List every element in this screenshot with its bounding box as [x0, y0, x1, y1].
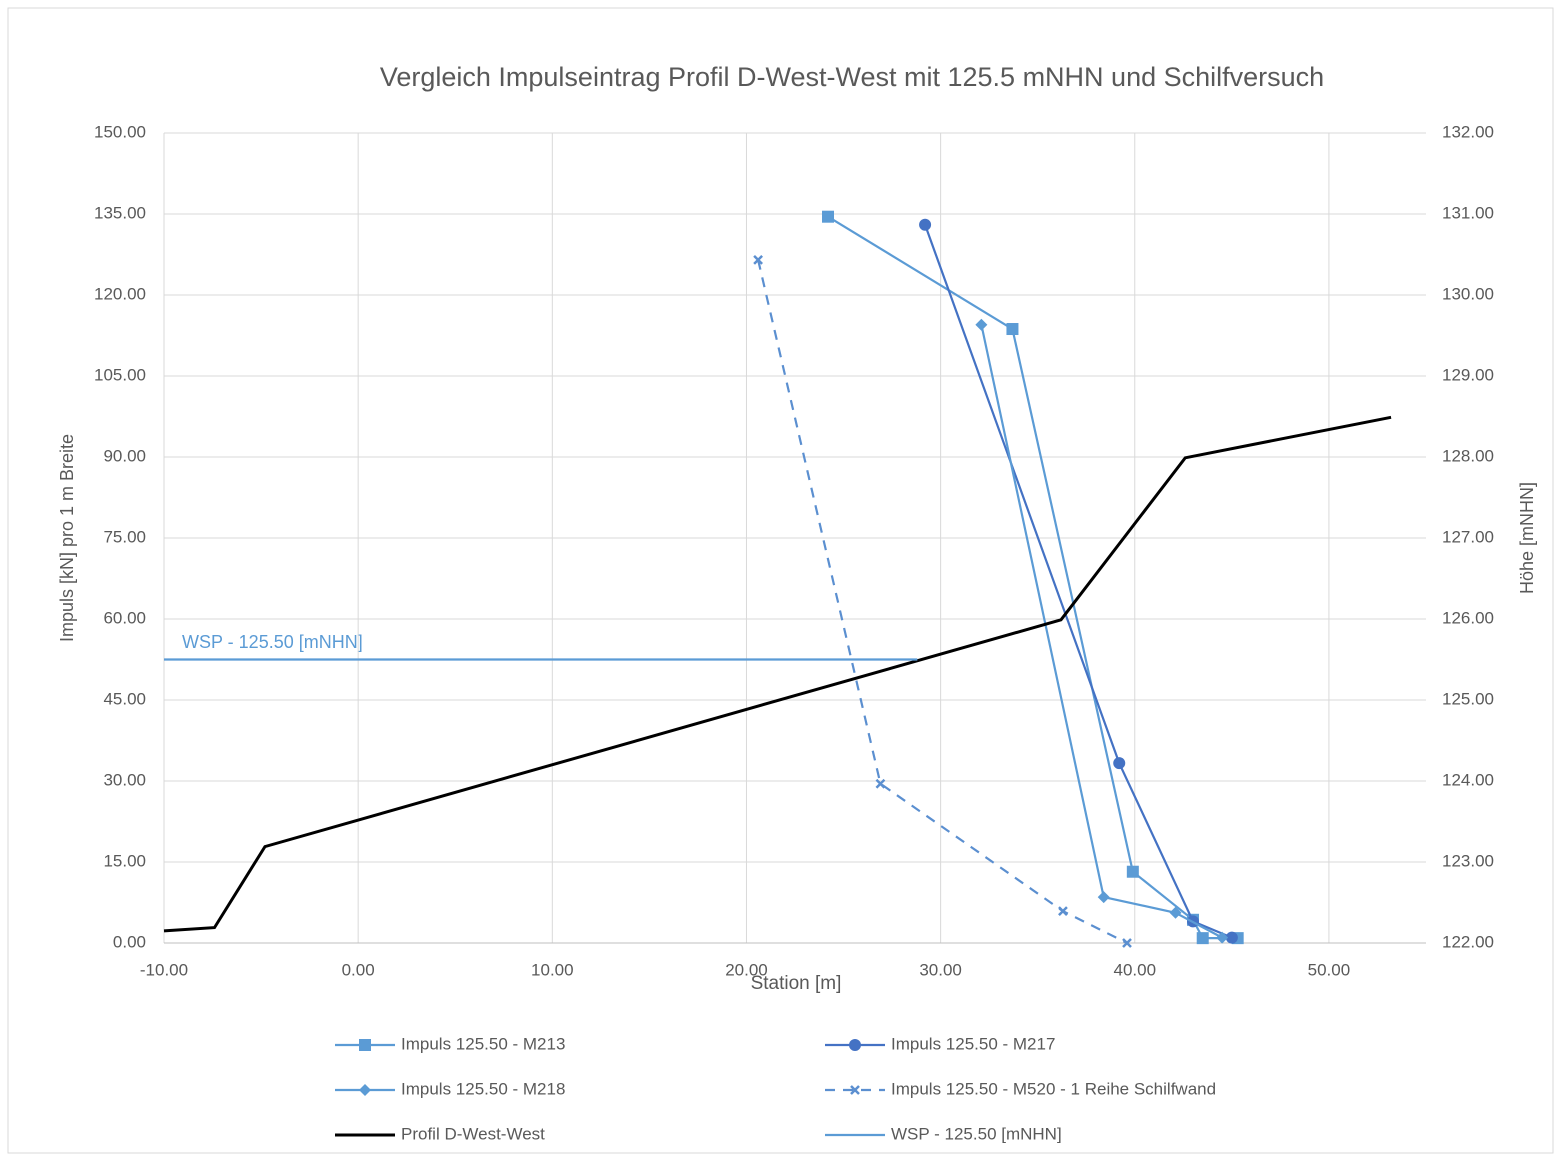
y-tick-label: 120.00	[94, 284, 146, 303]
data-point	[1196, 932, 1209, 945]
data-point	[1225, 931, 1238, 944]
y2-tick-label: 124.00	[1442, 770, 1494, 789]
y2-tick-label: 132.00	[1442, 122, 1494, 141]
x-tick-label: -10.00	[140, 960, 188, 979]
y2-axis-label: Höhe [mNHN]	[1517, 482, 1537, 594]
y-tick-label: 105.00	[94, 365, 146, 384]
legend-label: Profil D-West-West	[401, 1124, 545, 1143]
x-tick-label: 40.00	[1113, 960, 1156, 979]
legend-marker	[849, 1039, 861, 1051]
y2-tick-label: 127.00	[1442, 527, 1494, 546]
y2-tick-label: 126.00	[1442, 608, 1494, 627]
legend-label: Impuls 125.50 - M218	[401, 1079, 565, 1098]
y-tick-label: 135.00	[94, 203, 146, 222]
y2-tick-label: 123.00	[1442, 851, 1494, 870]
y-tick-label: 0.00	[113, 932, 146, 951]
y-tick-label: 75.00	[103, 527, 146, 546]
data-point	[1058, 906, 1068, 917]
data-point	[822, 210, 835, 223]
y2-tick-label: 129.00	[1442, 365, 1494, 384]
chart-border	[7, 7, 1554, 1154]
y-tick-label: 15.00	[103, 851, 146, 870]
x-tick-label: 0.00	[342, 960, 375, 979]
series-line	[163, 415, 1392, 933]
legend-label: WSP - 125.50 [mNHN]	[891, 1124, 1062, 1143]
x-tick-label: 20.00	[725, 960, 768, 979]
y-tick-label: 90.00	[103, 446, 146, 465]
data-point	[753, 255, 763, 265]
y-tick-label: 45.00	[103, 689, 146, 708]
y-tick-label: 30.00	[103, 770, 146, 789]
legend-label: Impuls 125.50 - M217	[891, 1034, 1055, 1053]
y2-tick-label: 130.00	[1442, 284, 1494, 303]
series-line	[980, 324, 1223, 939]
x-tick-label: 30.00	[919, 960, 962, 979]
data-point	[1113, 757, 1126, 770]
data-point	[1097, 891, 1110, 904]
x-tick-label: 50.00	[1308, 960, 1351, 979]
y2-tick-label: 122.00	[1442, 932, 1494, 951]
x-axis-label: Station [m]	[751, 973, 842, 994]
data-point	[1122, 938, 1132, 948]
x-tick-label: 10.00	[531, 960, 574, 979]
legend-marker	[359, 1039, 371, 1051]
y-tick-label: 60.00	[103, 608, 146, 627]
data-point	[1006, 323, 1019, 336]
y-axis-label: Impuls [kN] pro 1 m Breite	[57, 434, 77, 642]
data-point	[1216, 931, 1229, 944]
y-tick-label: 150.00	[94, 122, 146, 141]
legend-label: Impuls 125.50 - M213	[401, 1034, 565, 1053]
data-point	[919, 218, 932, 231]
legend-label: Impuls 125.50 - M520 - 1 Reihe Schilfwan…	[891, 1079, 1216, 1098]
y2-tick-label: 128.00	[1442, 446, 1494, 465]
legend-marker	[850, 1085, 860, 1095]
data-point	[1169, 906, 1182, 919]
chart-title: Vergleich Impulseintrag Profil D-West-We…	[380, 62, 1324, 92]
series-line	[924, 224, 1233, 939]
series-line	[757, 259, 1128, 944]
y2-tick-label: 125.00	[1442, 689, 1494, 708]
annotation: WSP - 125.50 [mNHN]	[182, 632, 363, 652]
legend-marker	[359, 1084, 371, 1096]
y2-tick-label: 131.00	[1442, 203, 1494, 222]
data-point	[975, 318, 988, 331]
data-point	[1126, 865, 1139, 878]
data-point	[875, 778, 886, 789]
